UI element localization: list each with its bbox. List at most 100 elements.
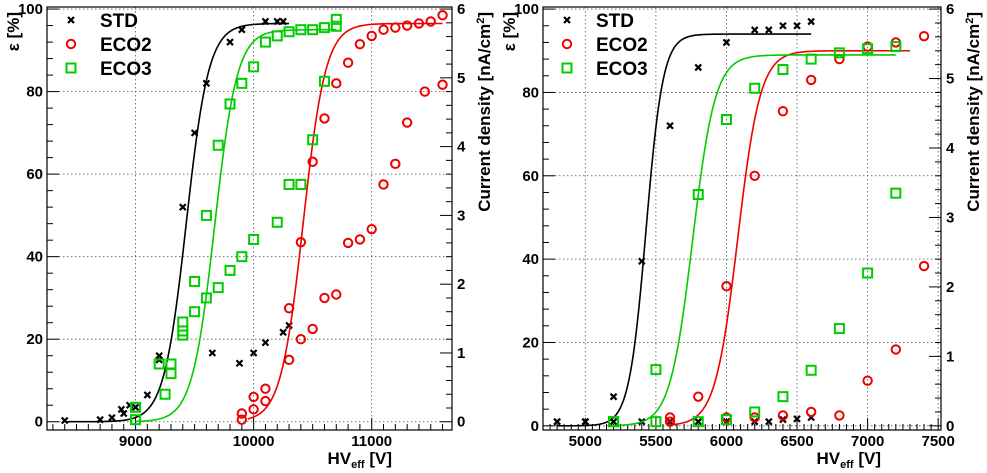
data-point: [279, 17, 287, 26]
efficiency-points: [60, 17, 287, 425]
data-point: [295, 24, 307, 36]
data-point: [318, 75, 330, 87]
y-tick-label: 20: [26, 331, 43, 348]
plot-frame: [46, 6, 453, 431]
plot-frame: [542, 6, 942, 431]
series-std: [553, 17, 815, 427]
data-point: [165, 368, 177, 380]
x-axis-title-unit: [V]: [365, 449, 392, 468]
data-point: [354, 38, 366, 50]
data-point: [366, 223, 377, 235]
data-point: [65, 38, 77, 50]
data-point: [650, 416, 662, 428]
x-axis: 5000 5500 6000 6500 7000 7500: [542, 418, 955, 450]
data-point: [96, 415, 104, 424]
data-point: [390, 158, 401, 170]
data-point: [119, 409, 128, 418]
x-tick-label: 5000: [569, 433, 602, 450]
y2-tick-label: 1: [457, 345, 465, 362]
y-axis-title: ε [%]: [4, 12, 23, 51]
data-point: [236, 251, 248, 263]
data-point: [295, 237, 307, 248]
data-point: [318, 22, 330, 34]
data-point: [131, 403, 140, 412]
data-point: [159, 388, 171, 400]
y-axis-left: 0 20 40 60 80 100: [514, 1, 555, 435]
data-point: [190, 129, 199, 137]
data-point: [283, 303, 295, 314]
data-point: [279, 328, 287, 337]
y-axis-right: 0 1 2 3 4 5 6: [929, 1, 955, 435]
data-point: [664, 416, 676, 427]
data-point: [793, 21, 801, 30]
legend-label: ECO3: [100, 59, 152, 80]
y-tick-label: 20: [522, 334, 539, 351]
data-point: [248, 61, 260, 73]
legend-label: ECO3: [596, 59, 648, 80]
data-point: [261, 338, 270, 347]
data-point: [283, 26, 295, 38]
data-point: [212, 282, 224, 294]
data-point: [563, 16, 571, 24]
data-point: [638, 257, 646, 265]
y2-axis-title-end: ]: [475, 12, 494, 18]
data-point: [437, 79, 448, 90]
y-tick-label: 60: [522, 168, 539, 185]
x-tick-label: 7500: [921, 433, 954, 450]
data-point: [694, 63, 703, 72]
data-point: [307, 24, 319, 36]
y-tick-label: 0: [531, 418, 539, 435]
data-point: [319, 292, 330, 304]
data-point: [354, 234, 366, 245]
x-tick-label: 7000: [851, 433, 884, 450]
data-point: [67, 16, 75, 24]
y-tick-label: 80: [26, 84, 43, 101]
fit-curve: [135, 28, 337, 423]
data-point: [259, 36, 271, 48]
data-point: [862, 375, 873, 386]
data-point: [224, 264, 236, 276]
data-point: [378, 179, 389, 190]
data-point: [342, 57, 354, 68]
y-tick-label: 80: [522, 84, 539, 101]
data-point: [271, 30, 283, 42]
fit-curve: [669, 49, 910, 426]
data-point: [108, 413, 116, 422]
fit-curve: [247, 22, 443, 420]
x-tick-label: 11000: [351, 433, 392, 450]
legend: STD ECO2 ECO3: [561, 11, 648, 80]
y-tick-label: 0: [35, 414, 43, 431]
data-point: [283, 178, 295, 190]
data-point: [777, 105, 789, 117]
data-point: [650, 364, 662, 376]
data-point: [331, 78, 342, 89]
grid: [543, 7, 941, 430]
data-point: [890, 344, 902, 355]
data-point: [202, 79, 211, 88]
data-point: [833, 323, 845, 335]
x-tick-label: 5500: [639, 433, 672, 450]
chart-panel-1: 9000 10000 11000 0 20 40 60 80 100 0 1 2 3 4 5 6 HVeff […: [4, 1, 494, 471]
data-point: [60, 416, 69, 425]
chart-panel-2: 5000 5500 6000 6500 7000 75000204060801000123…: [500, 1, 983, 471]
data-point: [342, 237, 354, 249]
fit-curve: [64, 22, 290, 423]
data-point: [249, 349, 258, 357]
efficiency-points: [130, 13, 342, 426]
fit-curve: [557, 33, 812, 427]
efficiency-points: [236, 10, 448, 425]
y-tick-label: 40: [26, 249, 43, 266]
data-point: [307, 134, 319, 146]
y-tick-label: 40: [522, 251, 539, 268]
data-point: [805, 406, 817, 418]
current-density-points: [155, 321, 293, 368]
data-point: [833, 47, 845, 59]
data-point: [330, 13, 342, 25]
y2-tick-label: 0: [946, 418, 954, 435]
data-point: [805, 53, 817, 65]
y-axis-right: 0 1 2 3 4 5 6: [440, 1, 466, 431]
data-point: [777, 391, 789, 403]
data-point: [390, 22, 401, 33]
x-axis-title-sub: eff: [351, 459, 365, 471]
